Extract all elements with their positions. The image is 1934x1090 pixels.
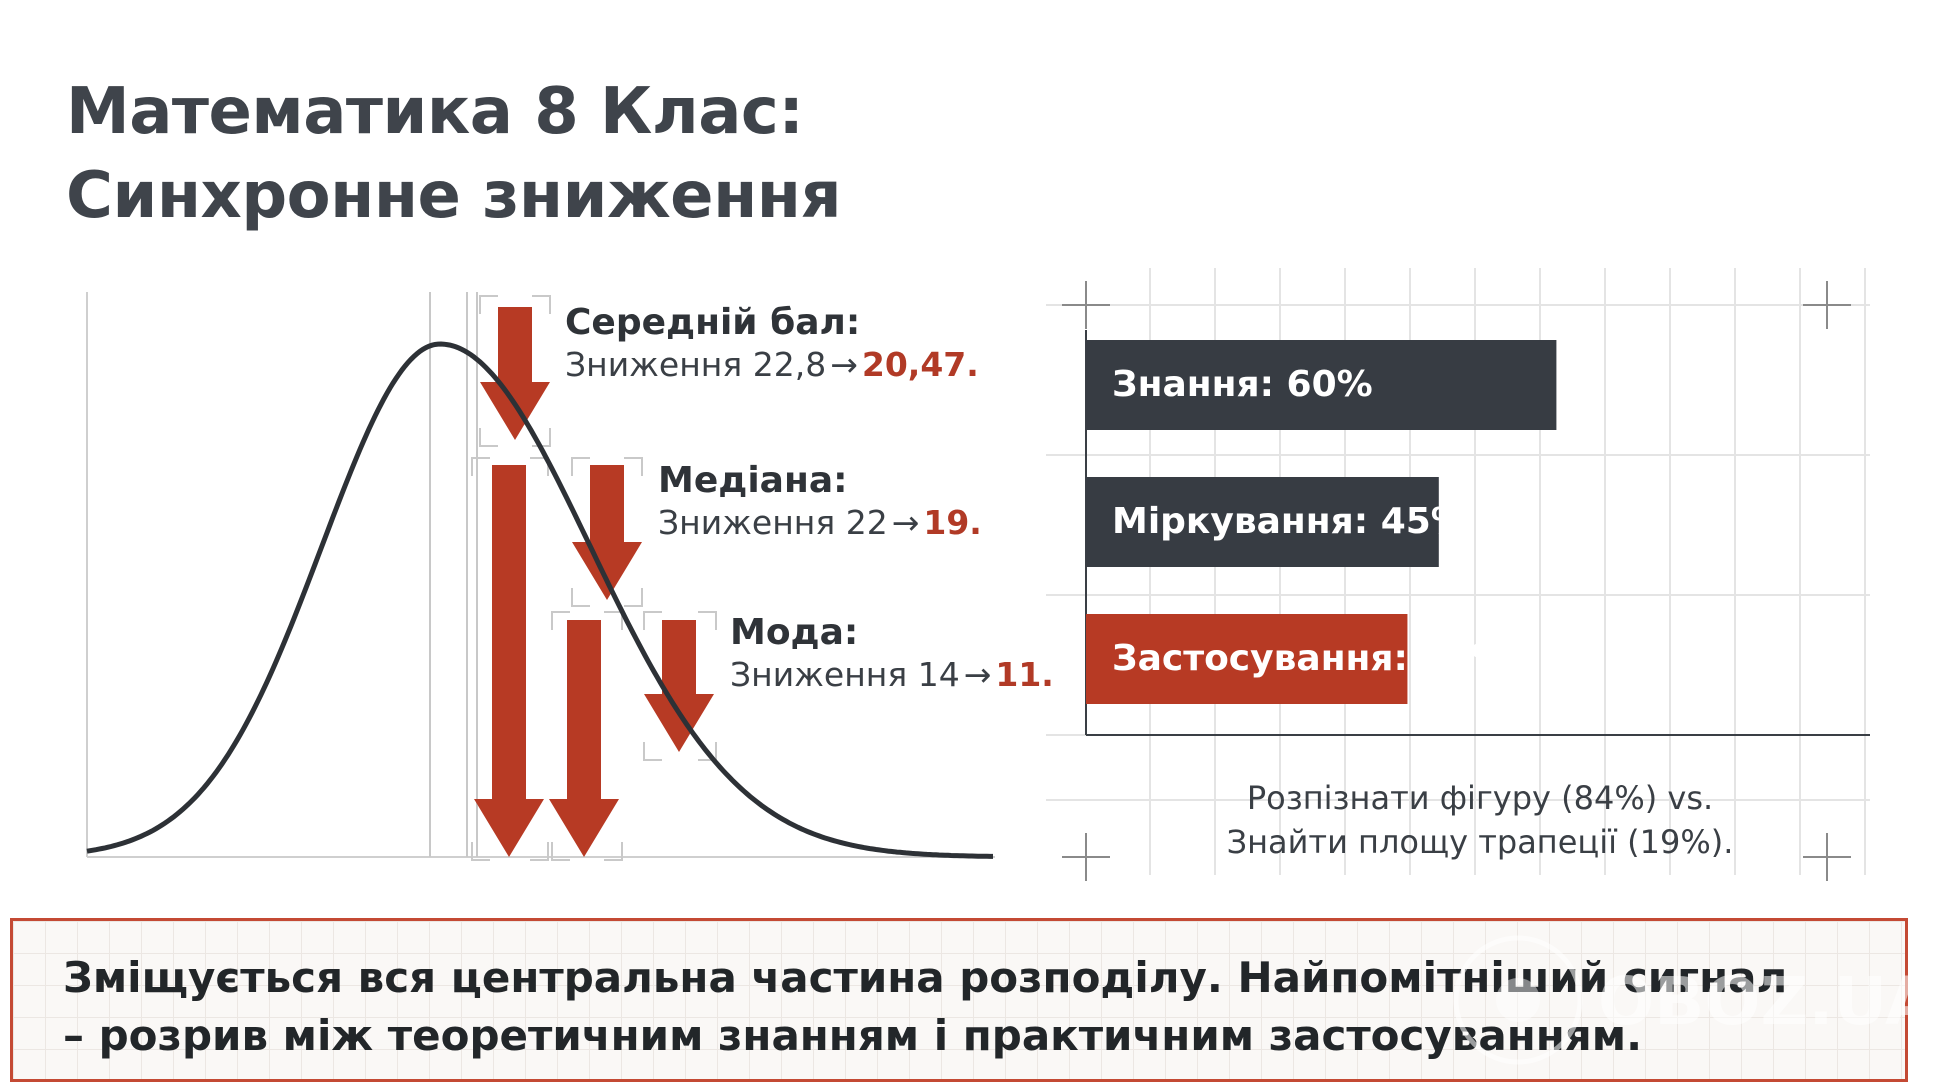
bracket-corner: [604, 842, 623, 861]
bracket-corner: [643, 742, 662, 761]
bracket-corner: [698, 611, 717, 630]
arrow-mean-short: [480, 307, 550, 440]
bracket-corner: [571, 588, 590, 607]
annotation-mode-from: 14: [917, 655, 960, 694]
annotation-mean-from: 22,8: [752, 345, 827, 384]
annotation-mean-arrow: →: [830, 345, 858, 384]
arrow-mean-long: [474, 465, 544, 857]
annotation-mode-arrow: →: [963, 655, 992, 694]
annotation-median-from: 22: [845, 503, 888, 542]
bracket-corner: [532, 295, 551, 314]
bar-Застосування: [1086, 614, 1408, 704]
bar-label: Застосування: 41%: [1112, 638, 1507, 679]
bracket-corner: [624, 588, 643, 607]
title-line-1: Математика 8 Клас:: [66, 75, 804, 149]
annotation-mode-to: 11.: [995, 655, 1054, 694]
annotation-mode-prefix: Зниження: [730, 655, 908, 694]
decrease-arrows: [474, 307, 714, 857]
bar-label: Міркування: 45%: [1112, 501, 1467, 542]
annotation-mean-detail: Зниження 22,8 → 20,47.: [565, 344, 979, 386]
annotation-median-detail: Зниження 22 → 19.: [658, 502, 982, 544]
annotation-mode-label: Мода:: [730, 612, 859, 653]
annotation-median: Медіана: Зниження 22 → 19.: [658, 460, 982, 544]
bar-Міркування: [1086, 477, 1439, 567]
annotation-mean-to: 20,47.: [861, 345, 979, 384]
arrow-median-long: [549, 620, 619, 857]
bar-chart-bars: [1086, 340, 1557, 704]
summary-box: Зміщується вся центральна частина розпод…: [10, 918, 1908, 1082]
bracket-corner: [551, 611, 570, 630]
bar-Знання: [1086, 340, 1557, 430]
bar-note-line-2: Знайти площу трапеції (19%).: [1226, 823, 1734, 861]
annotation-mean-label: Середній бал:: [565, 302, 861, 343]
summary-text: Зміщується вся центральна частина розпод…: [63, 949, 1787, 1065]
distribution-chart-frame: [86, 292, 995, 858]
summary-line-2: – розрив між теоретичним знанням і практ…: [63, 1011, 1643, 1060]
bracket-corner: [471, 842, 490, 861]
bar-label: Знання: 60%: [1112, 364, 1373, 405]
page-title: Математика 8 Клас: Синхронне зниження: [66, 70, 842, 238]
annotation-mode: Мода: Зниження 14 → 11.: [730, 612, 1054, 696]
bracket-corner: [551, 842, 570, 861]
bar-note-line-1: Розпізнати фігуру (84%) vs.: [1246, 779, 1714, 817]
bracket-corner: [530, 842, 549, 861]
summary-line-1: Зміщується вся центральна частина розпод…: [63, 953, 1788, 1002]
bracket-corner: [571, 457, 590, 476]
annotation-mean-prefix: Зниження: [565, 345, 743, 384]
arrow-median-short: [572, 465, 642, 600]
bar-chart-grid: [1046, 268, 1870, 881]
bracket-corner: [479, 295, 498, 314]
bar-chart-note: Розпізнати фігуру (84%) vs. Знайти площу…: [1180, 776, 1780, 864]
title-line-2: Синхронне зниження: [66, 159, 842, 233]
annotation-median-label: Медіана:: [658, 460, 848, 501]
bracket-corner: [479, 428, 498, 447]
watermark-text: OBOZ.UA: [1598, 963, 1928, 1040]
watermark-logo: OBOZ.UA: [1453, 935, 1928, 1065]
bracket-corner: [643, 611, 662, 630]
bracket-corner: [624, 457, 643, 476]
annotation-median-prefix: Зниження: [658, 503, 836, 542]
annotation-mode-detail: Зниження 14 → 11.: [730, 654, 1054, 696]
bracket-corner: [471, 457, 490, 476]
distribution-curve: [86, 341, 993, 859]
annotation-median-to: 19.: [923, 503, 982, 542]
annotation-median-arrow: →: [891, 503, 920, 542]
arrow-mode-short: [644, 620, 714, 752]
annotation-mean: Середній бал: Зниження 22,8 → 20,47.: [565, 302, 979, 386]
